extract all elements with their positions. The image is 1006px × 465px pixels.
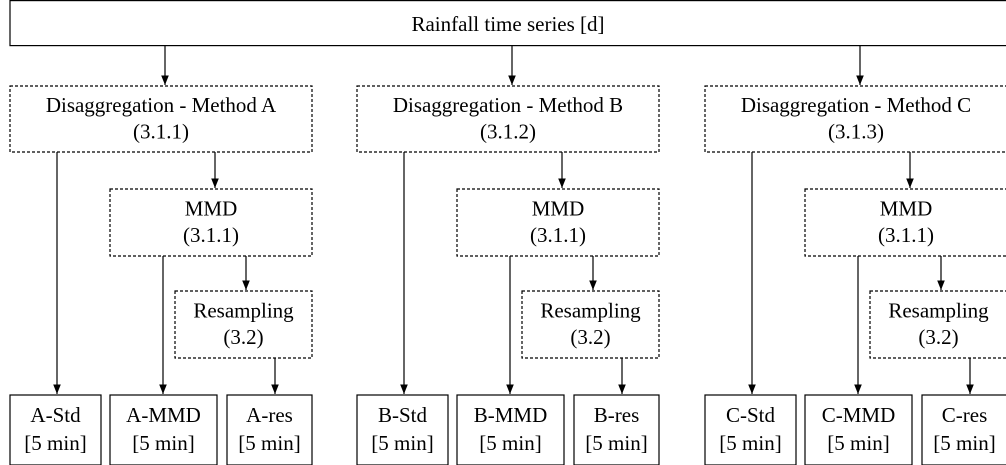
resampling-box-section: (3.2) [223, 325, 263, 349]
method-box-section: (3.1.2) [480, 119, 536, 143]
resampling-box [174, 290, 313, 359]
output-box-label: A-MMD [126, 403, 201, 427]
output-box-section: [5 min] [719, 431, 781, 455]
method-box-label: Disaggregation - Method C [741, 93, 971, 117]
output-box [356, 394, 449, 465]
resampling-box [521, 290, 660, 359]
resampling-box-section: (3.2) [918, 325, 958, 349]
output-box [804, 394, 913, 465]
output-box [226, 394, 313, 465]
method-box-section: (3.1.3) [828, 119, 884, 143]
mmd-box-section: (3.1.1) [530, 223, 586, 247]
output-box-section: [5 min] [371, 431, 433, 455]
mmd-box-section: (3.1.1) [183, 223, 239, 247]
method-box [9, 85, 313, 153]
mmd-box [109, 188, 313, 257]
output-box-label: A-Std [30, 403, 81, 427]
resampling-box-label: Resampling [193, 298, 294, 322]
output-box-label: C-Std [726, 403, 776, 427]
resampling-box-label: Resampling [540, 298, 641, 322]
output-box-label: B-MMD [474, 403, 548, 427]
output-box [704, 394, 797, 465]
output-box [921, 394, 1006, 465]
mmd-box-label: MMD [880, 196, 933, 220]
output-box [9, 394, 102, 465]
method-box-label: Disaggregation - Method A [46, 93, 277, 117]
output-box-section: [5 min] [933, 431, 995, 455]
output-box-section: [5 min] [585, 431, 647, 455]
method-box [356, 85, 660, 153]
output-box-section: [5 min] [238, 431, 300, 455]
method-box-section: (3.1.1) [133, 119, 189, 143]
output-box-label: B-Std [378, 403, 428, 427]
mmd-box [804, 188, 1006, 257]
output-box-label: C-MMD [822, 403, 896, 427]
output-box-label: B-res [594, 403, 640, 427]
source-title: Rainfall time series [d] [411, 12, 604, 36]
output-box-label: C-res [942, 403, 988, 427]
mmd-box-label: MMD [532, 196, 585, 220]
output-box-section: [5 min] [132, 431, 194, 455]
resampling-box [869, 290, 1006, 359]
output-box [109, 394, 218, 465]
resampling-box-section: (3.2) [570, 325, 610, 349]
output-box [573, 394, 660, 465]
output-box-label: A-res [246, 403, 293, 427]
mmd-box-label: MMD [185, 196, 238, 220]
method-box-label: Disaggregation - Method B [393, 93, 623, 117]
mmd-box [456, 188, 660, 257]
output-box [456, 394, 565, 465]
method-box [704, 85, 1006, 153]
mmd-box-section: (3.1.1) [878, 223, 934, 247]
output-box-section: [5 min] [479, 431, 541, 455]
resampling-box-label: Resampling [888, 298, 989, 322]
output-box-section: [5 min] [827, 431, 889, 455]
output-box-section: [5 min] [24, 431, 86, 455]
source-box [9, 0, 1006, 47]
